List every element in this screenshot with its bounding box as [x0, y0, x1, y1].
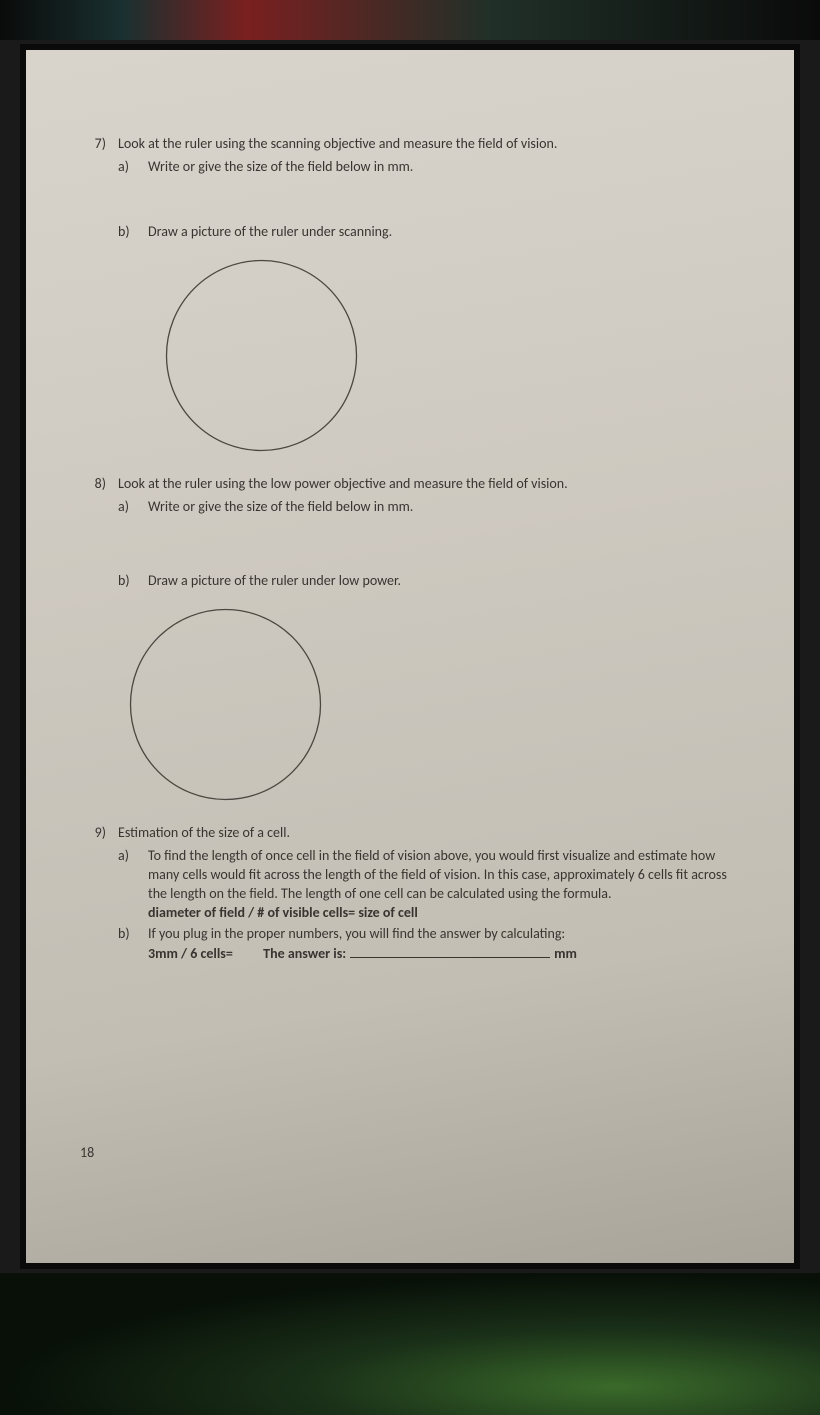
question-8: 8) Look at the ruler using the low power…: [86, 475, 734, 803]
q7b-text: Draw a picture of the ruler under scanni…: [148, 223, 392, 242]
q9a-formula: diameter of field / # of visible cells= …: [86, 904, 734, 923]
question-9: 9) Estimation of the size of a cell. a) …: [86, 824, 734, 963]
q9b-calc-left: 3mm / 6 cells=: [148, 945, 233, 962]
q8b-text: Draw a picture of the ruler under low po…: [148, 572, 401, 591]
page-number: 18: [80, 1144, 94, 1163]
q9-number: 9): [86, 824, 106, 843]
q9-prompt: Estimation of the size of a cell.: [118, 824, 290, 843]
worksheet-page: 7) Look at the ruler using the scanning …: [26, 50, 794, 1263]
q7-circle-area: [86, 258, 734, 453]
question-7: 7) Look at the ruler using the scanning …: [86, 135, 734, 453]
q9b-calc-mid: The answer is:: [263, 945, 346, 962]
q9b-letter: b): [118, 925, 136, 944]
q7a-letter: a): [118, 158, 136, 177]
q9b-text: If you plug in the proper numbers, you w…: [148, 925, 565, 944]
scanning-field-circle: [164, 258, 359, 453]
q8a-letter: a): [118, 498, 136, 517]
q7a-text: Write or give the size of the field belo…: [148, 158, 413, 177]
q8b-letter: b): [118, 572, 136, 591]
q8-prompt: Look at the ruler using the low power ob…: [118, 475, 568, 494]
q8a-text: Write or give the size of the field belo…: [148, 498, 413, 517]
binder-edge: 7) Look at the ruler using the scanning …: [20, 44, 800, 1269]
desk-background-top: [0, 0, 820, 40]
q9a-letter: a): [118, 847, 136, 904]
q8-number: 8): [86, 475, 106, 494]
answer-blank[interactable]: [350, 944, 550, 958]
q7-prompt: Look at the ruler using the scanning obj…: [118, 135, 557, 154]
q7-number: 7): [86, 135, 106, 154]
q9b-calc-unit: mm: [554, 945, 577, 962]
q9b-calc-line: 3mm / 6 cells= The answer is: mm: [86, 944, 734, 964]
q8-circle-area: [86, 607, 734, 802]
desk-background-bottom: [0, 1273, 820, 1415]
q7b-letter: b): [118, 223, 136, 242]
low-power-field-circle: [128, 607, 323, 802]
q9a-text: To find the length of once cell in the f…: [148, 847, 734, 904]
